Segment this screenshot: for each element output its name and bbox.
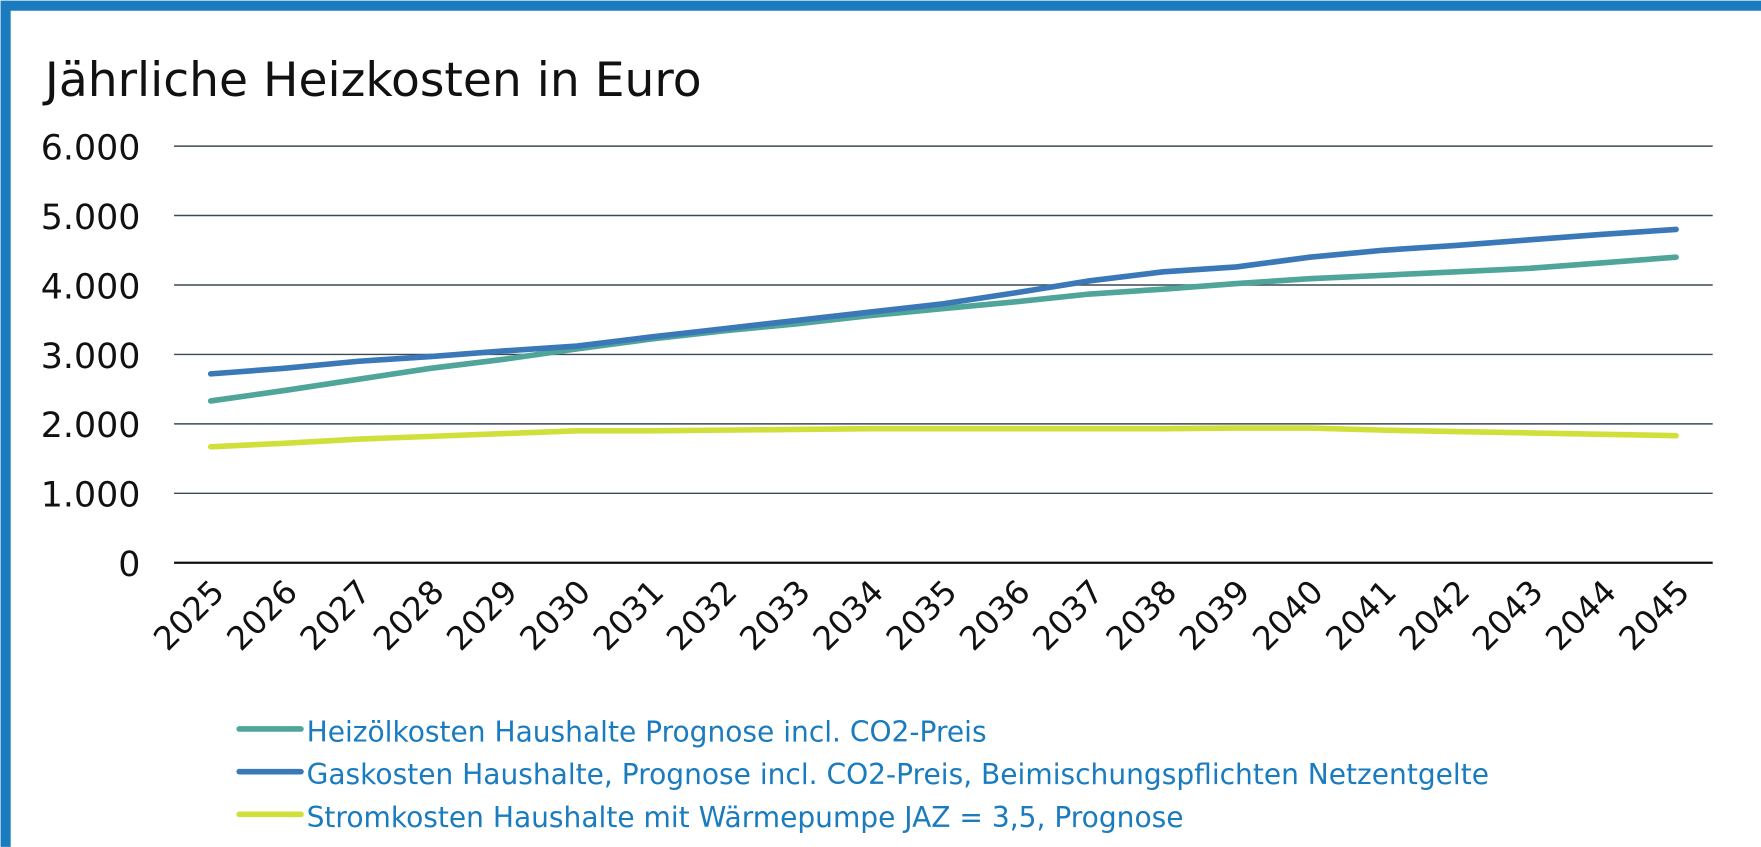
y-tick-label: 5.000 [41, 198, 141, 238]
x-tick-label: 2030 [513, 573, 598, 658]
x-tick-label: 2025 [146, 573, 231, 658]
x-tick-label: 2031 [586, 573, 671, 658]
x-tick-label: 2045 [1612, 573, 1697, 658]
x-tick-label: 2027 [293, 573, 378, 658]
x-tick-label: 2038 [1099, 573, 1184, 658]
y-tick-label: 1.000 [41, 476, 141, 516]
x-tick-label: 2040 [1245, 573, 1330, 658]
x-tick-label: 2036 [952, 573, 1037, 658]
x-tick-label: 2041 [1319, 573, 1404, 658]
legend-label: Stromkosten Haushalte mit Wärmepumpe JAZ… [307, 801, 1184, 834]
y-tick-label: 3.000 [41, 337, 141, 377]
x-tick-label: 2026 [220, 573, 305, 658]
x-tick-label: 2043 [1465, 573, 1550, 658]
x-tick-label: 2028 [366, 573, 451, 658]
y-tick-label: 4.000 [41, 267, 141, 307]
x-tick-label: 2034 [806, 573, 891, 658]
legend-label: Gaskosten Haushalte, Prognose incl. CO2-… [307, 758, 1489, 791]
legend-label: Heizölkosten Haushalte Prognose incl. CO… [307, 715, 987, 748]
x-tick-label: 2044 [1538, 573, 1623, 658]
x-tick-label: 2033 [732, 573, 817, 658]
x-tick-label: 2032 [659, 573, 744, 658]
x-tick-label: 2029 [439, 573, 524, 658]
series-line [207, 226, 1679, 377]
y-tick-label: 6.000 [41, 128, 141, 168]
chart-title: Jährliche Heizkosten in Euro [42, 53, 702, 108]
x-tick-label: 2035 [879, 573, 964, 658]
series-line [207, 425, 1679, 450]
y-tick-label: 0 [118, 545, 140, 585]
y-tick-label: 2.000 [41, 406, 141, 446]
x-tick-label: 2037 [1025, 573, 1110, 658]
x-tick-label: 2042 [1392, 573, 1477, 658]
x-tick-label: 2039 [1172, 573, 1257, 658]
series-line [207, 254, 1679, 404]
